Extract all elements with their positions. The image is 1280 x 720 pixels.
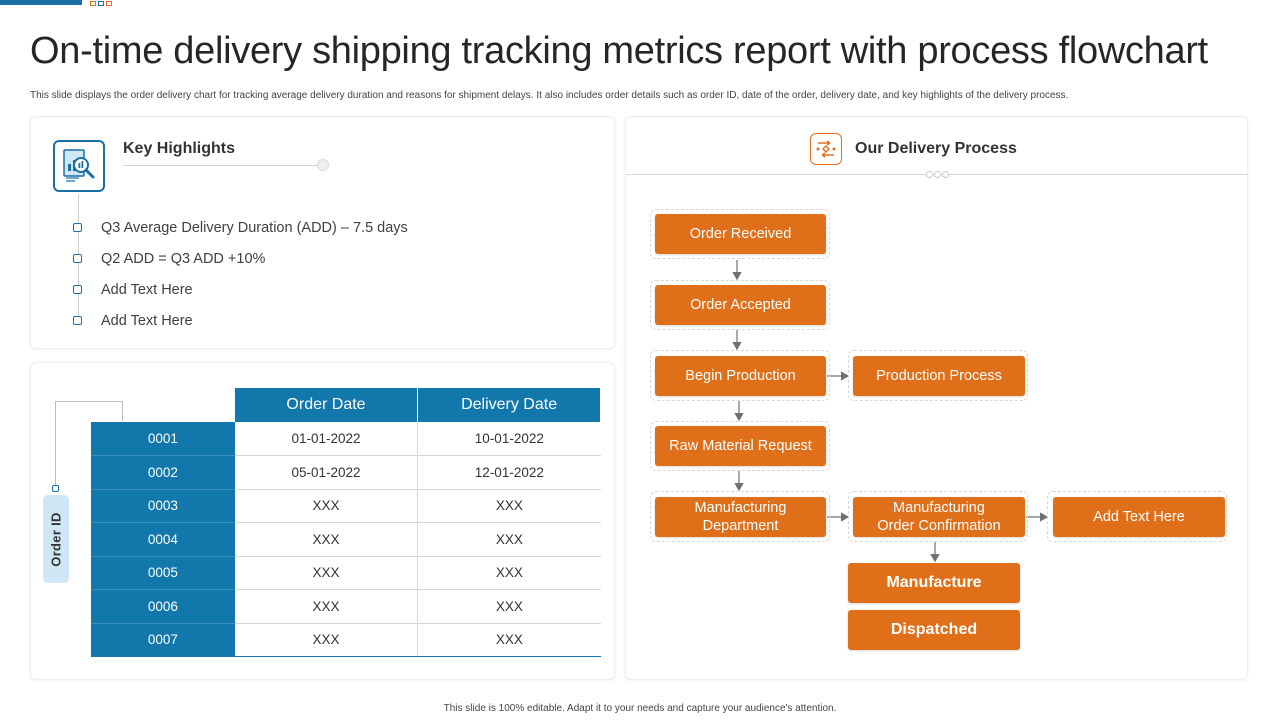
column-header-delivery-date: Delivery Date [417, 388, 601, 422]
top-accent-bar [0, 0, 82, 5]
order-date-cell: XXX [234, 522, 419, 557]
report-magnifier-icon [53, 140, 105, 192]
order-date-cell: 05-01-2022 [234, 455, 419, 490]
step-dispatched: Dispatched [848, 610, 1020, 650]
delivery-date-cell: 10-01-2022 [417, 422, 601, 456]
table-row: 0002 05-01-2022 12-01-2022 [91, 455, 601, 490]
table-row: 0006 XXX XXX [91, 589, 601, 624]
column-header-order-date: Order Date [234, 388, 419, 422]
top-accent-squares [90, 1, 112, 6]
key-highlights-card: Key Highlights Q3 Average Delivery Durat… [30, 116, 615, 349]
delivery-process-card: Our Delivery Process Order Received Orde… [625, 116, 1249, 680]
order-id-connector-dot [52, 485, 59, 492]
order-id-label: Order ID [43, 495, 69, 583]
step-outline [650, 280, 830, 330]
order-id-cell: 0006 [91, 589, 235, 624]
order-id-cell: 0003 [91, 489, 235, 523]
order-date-cell: XXX [234, 589, 419, 624]
step-outline [848, 491, 1028, 542]
delivery-process-title: Our Delivery Process [855, 140, 1017, 157]
step-outline [650, 209, 830, 259]
orders-table: Order Date Delivery Date 0001 01-01-2022 1… [91, 388, 601, 657]
step-manufacturing-order-confirmation: Manufacturing Order Confirmation [853, 497, 1025, 537]
highlight-item: Q2 ADD = Q3 ADD +10% [73, 248, 408, 279]
step-begin-production: Begin Production [655, 356, 826, 396]
order-id-cell: 0002 [91, 455, 235, 490]
order-date-cell: XXX [234, 623, 419, 657]
table-row: 0005 XXX XXX [91, 556, 601, 590]
orders-table-card: Order ID Order Date Delivery Date 0001 01… [30, 362, 615, 680]
delivery-date-cell: 12-01-2022 [417, 455, 601, 490]
key-highlights-divider [123, 165, 319, 166]
step-outline [650, 421, 830, 471]
step-manufacturing-department: Manufacturing Department [655, 497, 826, 537]
table-row: 0007 XXX XXX [91, 623, 601, 657]
order-date-cell: XXX [234, 556, 419, 590]
step-outline [650, 350, 830, 401]
order-id-cell: 0005 [91, 556, 235, 590]
highlights-list: Q3 Average Delivery Duration (ADD) – 7.5… [73, 217, 408, 341]
bullet-icon [73, 254, 82, 263]
step-outline [1047, 491, 1227, 542]
bullet-icon [73, 223, 82, 232]
divider-end-dot [317, 159, 329, 171]
order-id-cell: 0007 [91, 623, 235, 657]
order-id-bracket [55, 401, 123, 491]
order-id-cell: 0001 [91, 422, 235, 456]
order-date-cell: 01-01-2022 [234, 422, 419, 456]
step-add-text-here: Add Text Here [1053, 497, 1225, 537]
order-id-bracket-tick [122, 401, 123, 421]
highlight-item: Q3 Average Delivery Duration (ADD) – 7.5… [73, 217, 408, 248]
step-outline [848, 350, 1028, 401]
highlight-item: Add Text Here [73, 310, 408, 341]
delivery-date-cell: XXX [417, 623, 601, 657]
highlight-item: Add Text Here [73, 279, 408, 310]
delivery-date-cell: XXX [417, 556, 601, 590]
table-row: 0003 XXX XXX [91, 489, 601, 523]
step-production-process: Production Process [853, 356, 1025, 396]
bullet-icon [73, 285, 82, 294]
process-flow-icon [810, 133, 842, 165]
bullet-icon [73, 316, 82, 325]
table-corner [91, 388, 235, 422]
delivery-date-cell: XXX [417, 489, 601, 523]
table-row: 0004 XXX XXX [91, 522, 601, 557]
delivery-date-cell: XXX [417, 589, 601, 624]
key-highlights-title: Key Highlights [123, 140, 236, 157]
table-row: 0001 01-01-2022 10-01-2022 [91, 422, 601, 456]
step-raw-material-request: Raw Material Request [655, 426, 826, 466]
step-order-received: Order Received [655, 214, 826, 254]
order-date-cell: XXX [234, 489, 419, 523]
delivery-date-cell: XXX [417, 522, 601, 557]
step-outline [650, 491, 830, 542]
process-divider-dots [926, 171, 949, 178]
step-manufacture: Manufacture [848, 563, 1020, 603]
order-id-cell: 0004 [91, 522, 235, 557]
footer-note: This slide is 100% editable. Adapt it to… [443, 703, 837, 714]
page-subtitle: This slide displays the order delivery c… [30, 90, 1069, 101]
page-title: On-time delivery shipping tracking metri… [30, 30, 1208, 72]
step-order-accepted: Order Accepted [655, 285, 826, 325]
